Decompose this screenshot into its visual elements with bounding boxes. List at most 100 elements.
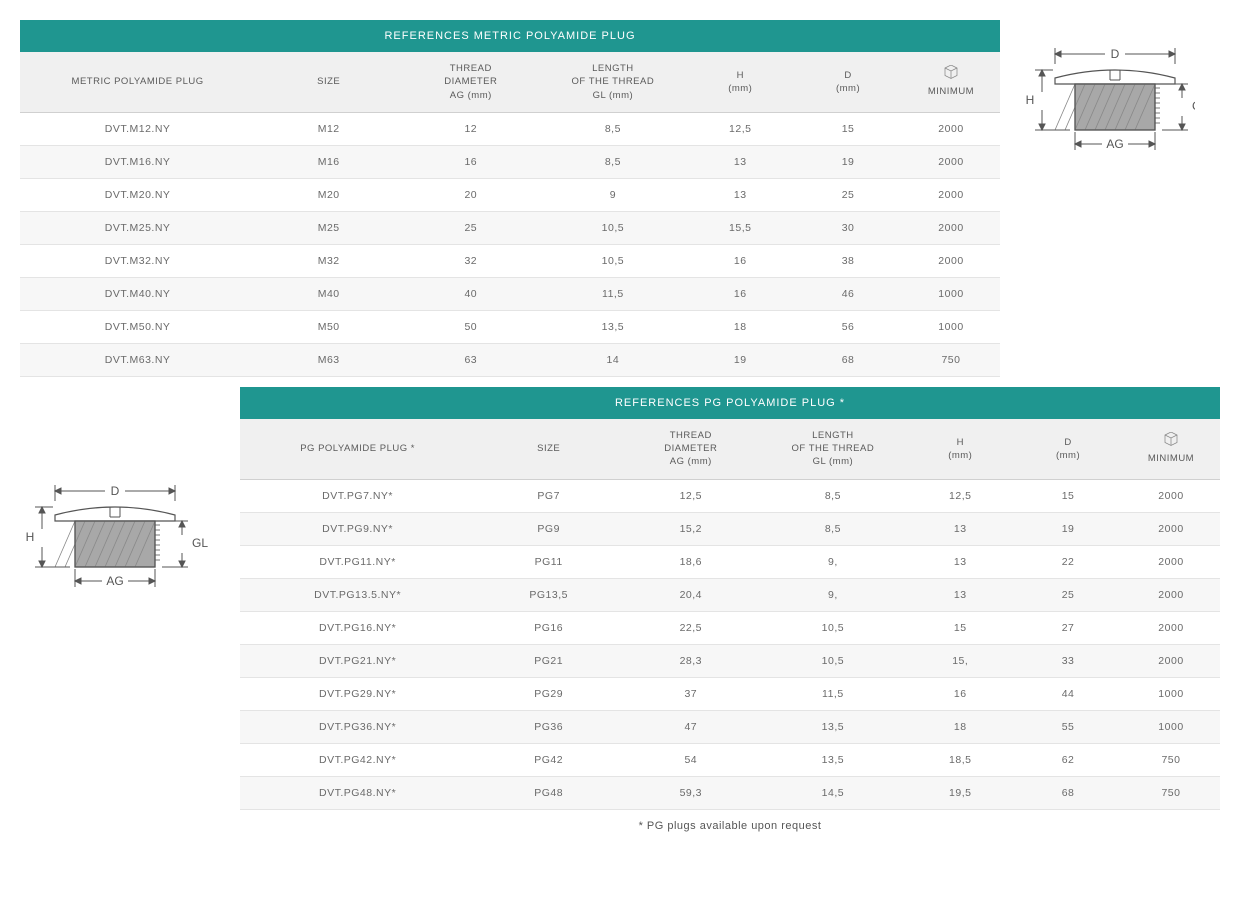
table-header-cell: THREADDIAMETERAG (mm) [622,419,759,479]
table-row: DVT.M63.NYM6363141968750 [20,343,1000,376]
table-cell: 12,5 [686,112,794,145]
table-cell: 13,5 [759,710,906,743]
table-cell: PG36 [475,710,622,743]
table-cell: 2000 [1122,611,1220,644]
table-row: DVT.PG42.NY*PG425413,518,562750 [240,743,1220,776]
table-row: DVT.M40.NYM404011,516461000 [20,277,1000,310]
table-cell: M32 [255,244,402,277]
table-cell: DVT.M63.NY [20,343,255,376]
table-cell: 59,3 [622,776,759,809]
table-cell: 44 [1014,677,1122,710]
table-cell: PG29 [475,677,622,710]
table-row: DVT.PG11.NY*PG1118,69,13222000 [240,545,1220,578]
table-cell: DVT.PG13.5.NY* [240,578,475,611]
table-cell: 15,2 [622,512,759,545]
table-cell: 68 [794,343,902,376]
table-cell: 19 [1014,512,1122,545]
table-cell: 15 [794,112,902,145]
svg-text:GL: GL [1192,99,1195,113]
table-row: DVT.PG21.NY*PG2128,310,515,332000 [240,644,1220,677]
table-cell: 8,5 [539,112,686,145]
table-title-row: REFERENCES METRIC POLYAMIDE PLUG [20,20,1000,52]
table-cell: 2000 [1122,512,1220,545]
table-cell: 1000 [1122,710,1220,743]
table-row: DVT.M12.NYM12128,512,5152000 [20,112,1000,145]
table-cell: 2000 [1122,578,1220,611]
table-cell: DVT.M32.NY [20,244,255,277]
table-cell: 68 [1014,776,1122,809]
table-title-row: REFERENCES PG POLYAMIDE PLUG * [240,387,1220,419]
table-cell: 13 [906,512,1014,545]
table-cell: 13 [686,178,794,211]
table-cell: 2000 [902,178,1000,211]
table-cell: 33 [1014,644,1122,677]
table-header-row: PG POLYAMIDE PLUG *SIZETHREADDIAMETERAG … [240,419,1220,479]
table-row: DVT.PG36.NY*PG364713,518551000 [240,710,1220,743]
table-cell: 30 [794,211,902,244]
table-cell: DVT.PG21.NY* [240,644,475,677]
table-cell: 10,5 [539,244,686,277]
table-cell: 18 [686,310,794,343]
table-cell: 10,5 [539,211,686,244]
table-cell: 37 [622,677,759,710]
table-cell: 9, [759,578,906,611]
table-cell: 56 [794,310,902,343]
table-row: DVT.PG16.NY*PG1622,510,515272000 [240,611,1220,644]
table-row: DVT.M50.NYM505013,518561000 [20,310,1000,343]
table-header-cell: MINIMUM [1122,419,1220,479]
table-header-cell: H(mm) [906,419,1014,479]
table-cell: DVT.PG9.NY* [240,512,475,545]
table-cell: M40 [255,277,402,310]
svg-text:D: D [111,484,120,498]
table-header-cell: SIZE [475,419,622,479]
table-cell: 15,5 [686,211,794,244]
table-cell: 20,4 [622,578,759,611]
table-cell: DVT.M16.NY [20,145,255,178]
table-row: DVT.PG13.5.NY*PG13,520,49,13252000 [240,578,1220,611]
table-cell: 15, [906,644,1014,677]
table-cell: 1000 [1122,677,1220,710]
svg-text:GL: GL [192,536,208,550]
table-cell: M20 [255,178,402,211]
table-cell: DVT.PG11.NY* [240,545,475,578]
table-cell: PG21 [475,644,622,677]
table-cell: 2000 [1122,644,1220,677]
table-cell: 11,5 [759,677,906,710]
table-cell: 14 [539,343,686,376]
table-cell: 9, [759,545,906,578]
table-cell: 13,5 [539,310,686,343]
table-cell: PG9 [475,512,622,545]
table-cell: PG42 [475,743,622,776]
table-cell: 16 [686,277,794,310]
table-cell: PG16 [475,611,622,644]
table-header-row: METRIC POLYAMIDE PLUGSIZETHREADDIAMETERA… [20,52,1000,112]
table-cell: 2000 [1122,545,1220,578]
table-cell: DVT.PG48.NY* [240,776,475,809]
table-cell: DVT.M20.NY [20,178,255,211]
table-cell: DVT.M12.NY [20,112,255,145]
table-cell: 22,5 [622,611,759,644]
svg-text:D: D [1111,47,1120,61]
table-cell: 19 [686,343,794,376]
table-cell: M63 [255,343,402,376]
table-cell: 13 [686,145,794,178]
table-header-cell: LENGTHOF THE THREADGL (mm) [759,419,906,479]
table-cell: 20 [402,178,539,211]
table-cell: M50 [255,310,402,343]
metric-section: REFERENCES METRIC POLYAMIDE PLUGMETRIC P… [20,20,1220,377]
table-row: DVT.PG48.NY*PG4859,314,519,568750 [240,776,1220,809]
table-cell: 1000 [902,310,1000,343]
table-cell: 1000 [902,277,1000,310]
table-cell: DVT.PG16.NY* [240,611,475,644]
table-cell: 12,5 [622,479,759,512]
table-cell: PG48 [475,776,622,809]
table-header-cell: H(mm) [686,52,794,112]
table-cell: 62 [1014,743,1122,776]
table-cell: 16 [686,244,794,277]
table-cell: 19,5 [906,776,1014,809]
table-cell: 2000 [1122,479,1220,512]
table-cell: DVT.M40.NY [20,277,255,310]
table-header-cell: D(mm) [1014,419,1122,479]
table-cell: 38 [794,244,902,277]
table-cell: 2000 [902,145,1000,178]
